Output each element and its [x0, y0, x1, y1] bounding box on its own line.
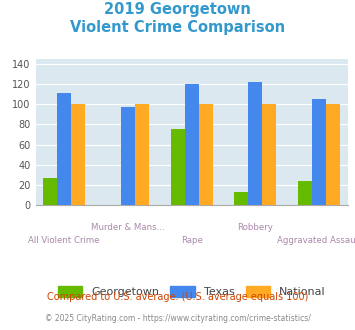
Text: Murder & Mans...: Murder & Mans... — [91, 223, 165, 232]
Bar — [121, 108, 135, 205]
Text: Aggravated Assault: Aggravated Assault — [277, 236, 355, 245]
Bar — [71, 105, 85, 205]
Bar — [57, 93, 71, 205]
Text: Compared to U.S. average. (U.S. average equals 100): Compared to U.S. average. (U.S. average … — [47, 292, 308, 302]
Bar — [135, 105, 149, 205]
Text: Robbery: Robbery — [237, 223, 273, 232]
Bar — [262, 105, 277, 205]
Text: Violent Crime Comparison: Violent Crime Comparison — [70, 20, 285, 35]
Text: All Violent Crime: All Violent Crime — [28, 236, 100, 245]
Bar — [298, 181, 312, 205]
Text: 2019 Georgetown: 2019 Georgetown — [104, 2, 251, 16]
Bar — [43, 178, 57, 205]
Bar — [326, 105, 340, 205]
Bar — [171, 129, 185, 205]
Bar — [234, 192, 248, 205]
Bar — [199, 105, 213, 205]
Bar — [248, 82, 262, 205]
Text: Rape: Rape — [181, 236, 203, 245]
Bar — [185, 84, 199, 205]
Text: © 2025 CityRating.com - https://www.cityrating.com/crime-statistics/: © 2025 CityRating.com - https://www.city… — [45, 314, 310, 323]
Bar — [312, 99, 326, 205]
Legend: Georgetown, Texas, National: Georgetown, Texas, National — [58, 286, 326, 297]
